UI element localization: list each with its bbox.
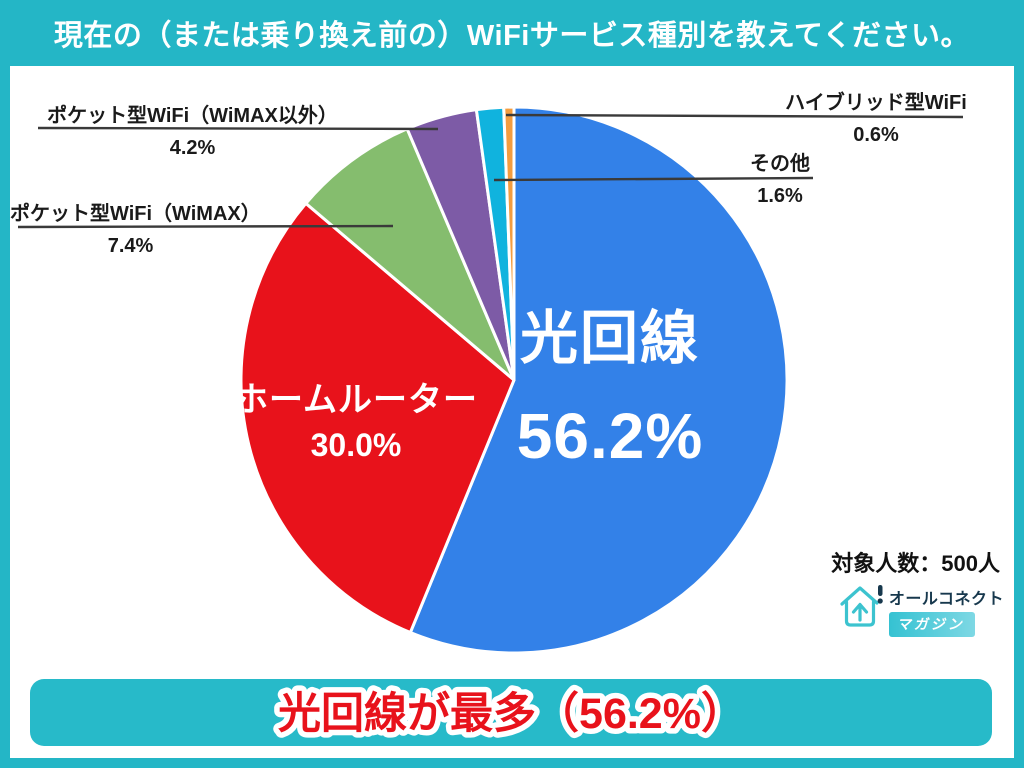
allconnect-logo: オールコネクト マガジン [840, 581, 1004, 637]
summary-headline: 光回線が最多（56.2%） [278, 690, 744, 738]
slice-label-home-router: ホームルーター 30.0% [234, 381, 478, 463]
callout-other: その他 1.6% [750, 153, 810, 207]
chart-area: ポケット型WiFi（WiMAX以外） 4.2% ポケット型WiFi（WiMAX）… [10, 66, 1014, 758]
sample-size-text: 対象人数：500人 [831, 551, 1000, 576]
pie-slice-0 [408, 105, 789, 655]
page-title: 現在の（または乗り換え前の）WiFiサービス種別を教えてください。 [53, 20, 971, 52]
pie-slice-1 [239, 201, 516, 635]
leader-line-2 [505, 113, 964, 119]
pie-slice-2 [304, 127, 516, 382]
summary-headline-svg: 光回線が最多（56.2%） 光回線が最多（56.2%） [273, 685, 750, 744]
summary-banner: 光回線が最多（56.2%） 光回線が最多（56.2%） [30, 679, 992, 746]
pie-slices [239, 105, 789, 655]
leader-line-3 [493, 176, 814, 182]
leader-line-0 [37, 126, 439, 131]
logo-brand-text: オールコネクト [888, 591, 1004, 608]
pie-slice-5 [502, 105, 516, 382]
summary-headline-outline: 光回線が最多（56.2%） [278, 690, 744, 738]
callout-hybrid-wifi: ハイブリッド型WiFi 0.6% [785, 92, 967, 146]
house-arrow-icon [840, 581, 884, 636]
title-bar: 現在の（または乗り換え前の）WiFiサービス種別を教えてください。 [0, 0, 1024, 66]
leader-line-1 [17, 224, 394, 229]
slice-label-fiber: 光回線 56.2% [516, 306, 704, 472]
leader-lines [17, 113, 964, 229]
logo-magazine-badge: マガジン [888, 612, 975, 637]
callout-pocket-wifi-wimax: ポケット型WiFi（WiMAX） 7.4% [10, 203, 261, 257]
callout-pocket-wifi-non-wimax: ポケット型WiFi（WiMAX以外） 4.2% [47, 105, 338, 159]
pie-chart-svg [17, 105, 964, 655]
